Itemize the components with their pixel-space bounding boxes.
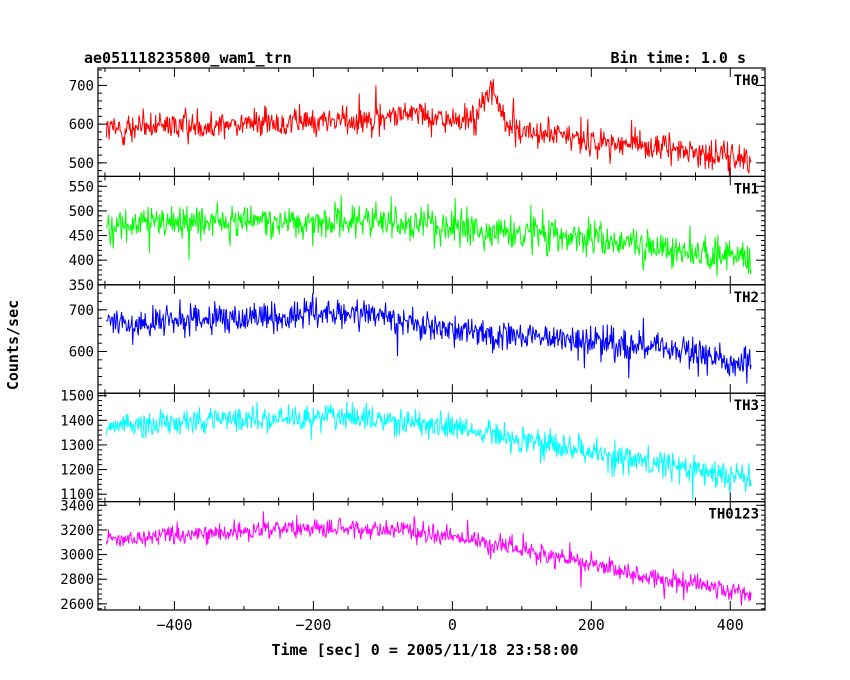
y-tick-label: 1300 [60,438,94,454]
x-tick-label: −200 [295,616,331,634]
y-tick-label: 550 [69,179,94,195]
y-tick-label: 600 [69,345,94,361]
series-line-th0 [105,79,752,177]
panel-label-th1: TH1 [734,181,759,197]
bin-time-label: Bin time: 1.0 s [611,49,746,67]
x-tick-label: −400 [156,616,192,634]
panel-frame [97,501,766,611]
y-axis-label: Counts/sec [4,300,22,390]
panel-frame [97,284,766,394]
panel-label-th0123: TH0123 [708,507,759,523]
y-tick-label: 3400 [60,498,94,514]
x-tick-label: 200 [578,616,605,634]
panels-group: 500 600 700 TH0 350 400 450 500 550 TH1 600 700 TH2 1… [60,67,766,634]
x-tick-label: 400 [717,616,744,634]
panel-th0123: 2600 2800 3000 3200 3400 TH0123 [60,498,766,613]
panel-th1: 350 400 450 500 550 TH1 [69,175,766,294]
x-axis-label: Time [sec] 0 = 2005/11/18 23:58:00 [271,641,578,659]
y-tick-label: 2600 [60,597,94,613]
y-tick-label: 350 [69,278,94,294]
panel-label-th3: TH3 [734,398,759,414]
series-line-th0123 [105,511,752,606]
y-tick-label: 700 [69,303,94,319]
panel-frame [97,392,766,503]
series-line-th3 [105,401,752,500]
panel-label-th2: TH2 [734,290,759,306]
x-tick-label: 0 [448,616,457,634]
y-tick-label: 3000 [60,548,94,564]
y-tick-label: 450 [69,229,94,245]
y-tick-label: 1500 [60,389,94,405]
series-line-th2 [105,293,752,384]
panel-th3: 1100 1200 1300 1400 1500 TH3 [60,389,766,503]
y-tick-label: 700 [69,78,94,94]
y-tick-label: 500 [69,156,94,172]
y-tick-label: 1200 [60,463,94,479]
y-tick-label: 400 [69,253,94,269]
series-line-th1 [105,195,752,277]
y-tick-label: 2800 [60,572,94,588]
y-tick-label: 500 [69,204,94,220]
y-tick-label: 3200 [60,523,94,539]
y-tick-label: 1400 [60,413,94,429]
panel-th0: 500 600 700 TH0 [69,67,766,178]
panel-label-th0: TH0 [734,73,759,89]
y-tick-label: 600 [69,117,94,133]
plot-title: ae051118235800_wam1_trn [84,49,292,67]
y-tick-label: 1100 [60,487,94,503]
panel-th2: 600 700 TH2 [69,284,766,394]
